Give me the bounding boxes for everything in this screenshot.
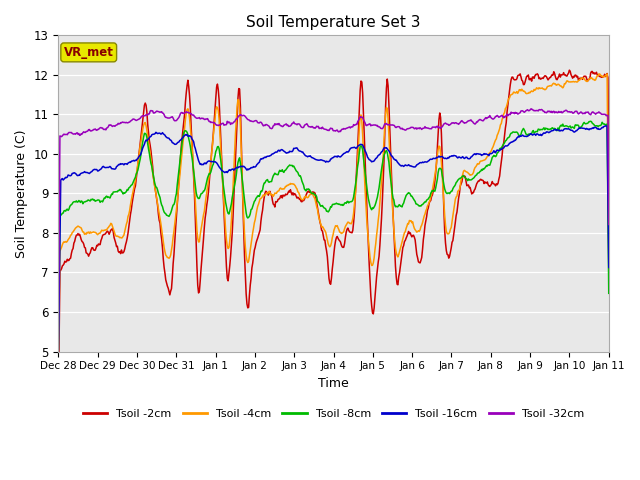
Tsoil -4cm <box>54 368 62 374</box>
Tsoil -4cm <box>70 228 77 234</box>
Tsoil -2cm <box>605 190 612 196</box>
Tsoil -2cm <box>202 215 209 221</box>
Tsoil -4cm <box>202 202 209 208</box>
Tsoil -2cm <box>144 121 152 127</box>
Y-axis label: Soil Temperature (C): Soil Temperature (C) <box>15 129 28 258</box>
Tsoil -8cm <box>144 141 152 146</box>
Tsoil -4cm <box>518 86 525 92</box>
Tsoil -16cm <box>144 137 152 143</box>
Title: Soil Temperature Set 3: Soil Temperature Set 3 <box>246 15 420 30</box>
Tsoil -16cm <box>70 170 77 176</box>
Tsoil -32cm <box>605 222 612 228</box>
Tsoil -16cm <box>605 264 612 270</box>
Tsoil -8cm <box>553 128 561 133</box>
Line: Tsoil -8cm: Tsoil -8cm <box>58 121 609 349</box>
Tsoil -32cm <box>554 110 562 116</box>
Tsoil -16cm <box>518 133 525 139</box>
Tsoil -8cm <box>70 199 77 204</box>
Tsoil -32cm <box>144 112 152 118</box>
Tsoil -32cm <box>54 339 62 345</box>
Tsoil -16cm <box>234 165 242 171</box>
Tsoil -4cm <box>595 71 603 77</box>
Tsoil -8cm <box>605 290 612 296</box>
Line: Tsoil -16cm: Tsoil -16cm <box>58 126 609 365</box>
Line: Tsoil -2cm: Tsoil -2cm <box>58 70 609 412</box>
Tsoil -32cm <box>234 114 242 120</box>
Tsoil -2cm <box>54 409 62 415</box>
Tsoil -2cm <box>553 77 561 83</box>
Tsoil -2cm <box>70 240 77 246</box>
Tsoil -8cm <box>518 129 525 134</box>
Tsoil -2cm <box>566 67 573 73</box>
Tsoil -4cm <box>234 96 242 102</box>
Tsoil -4cm <box>144 133 152 139</box>
Tsoil -4cm <box>605 261 612 266</box>
Tsoil -16cm <box>202 160 209 166</box>
Tsoil -2cm <box>234 96 242 101</box>
Legend: Tsoil -2cm, Tsoil -4cm, Tsoil -8cm, Tsoil -16cm, Tsoil -32cm: Tsoil -2cm, Tsoil -4cm, Tsoil -8cm, Tsoi… <box>79 405 589 423</box>
Text: VR_met: VR_met <box>64 46 114 59</box>
Line: Tsoil -4cm: Tsoil -4cm <box>58 74 609 371</box>
Tsoil -32cm <box>70 131 77 137</box>
Tsoil -32cm <box>202 117 209 122</box>
Tsoil -8cm <box>587 119 595 124</box>
Tsoil -8cm <box>202 186 209 192</box>
Tsoil -2cm <box>518 77 525 83</box>
Tsoil -16cm <box>54 362 62 368</box>
Tsoil -8cm <box>54 347 62 352</box>
Tsoil -4cm <box>553 82 561 88</box>
Tsoil -8cm <box>234 160 242 166</box>
Tsoil -16cm <box>553 127 561 133</box>
Line: Tsoil -32cm: Tsoil -32cm <box>58 109 609 342</box>
Tsoil -16cm <box>602 123 609 129</box>
Tsoil -32cm <box>518 108 525 114</box>
X-axis label: Time: Time <box>318 377 349 390</box>
Tsoil -32cm <box>528 106 536 112</box>
